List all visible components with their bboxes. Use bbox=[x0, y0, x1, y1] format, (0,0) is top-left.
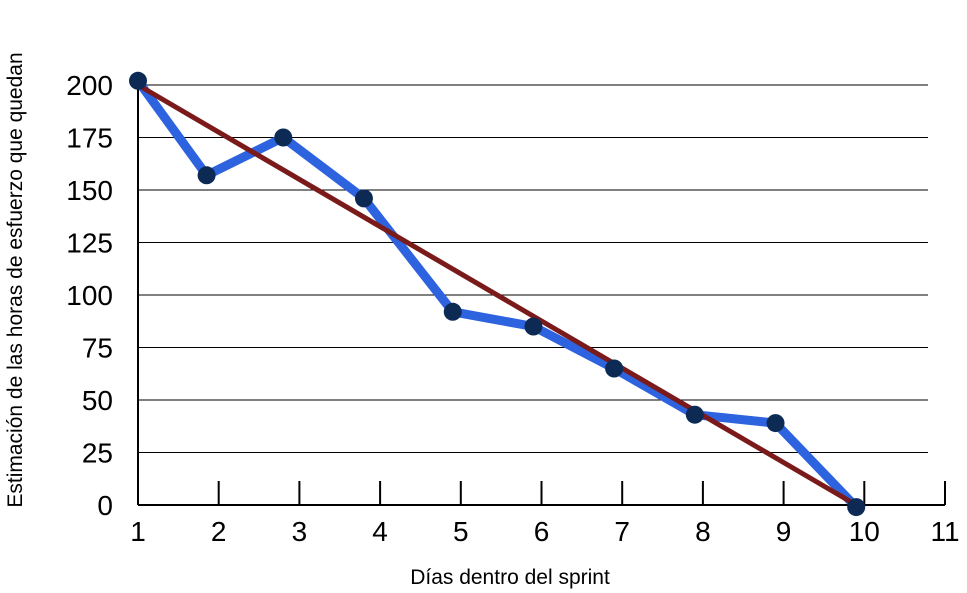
y-axis-ticks: 0 25 50 75 100 125 150 175 200 bbox=[66, 70, 113, 521]
y-tick-label-25: 25 bbox=[82, 438, 113, 469]
axes bbox=[137, 77, 945, 506]
series-0-point-7 bbox=[685, 405, 704, 424]
x-tick-label-10: 10 bbox=[849, 516, 880, 547]
gridlines bbox=[138, 84, 928, 453]
y-tick-label-50: 50 bbox=[82, 385, 113, 416]
x-tick-label-11: 11 bbox=[930, 516, 959, 547]
x-tick-label-3: 3 bbox=[292, 516, 308, 547]
series-0-point-3 bbox=[354, 189, 373, 208]
y-tick-label-75: 75 bbox=[82, 333, 113, 364]
y-axis-title: Estimación de las horas de esfuerzo que … bbox=[4, 52, 27, 507]
x-tick-label-2: 2 bbox=[211, 516, 227, 547]
y-tick-label-0: 0 bbox=[97, 490, 113, 521]
y-tick-label-150: 150 bbox=[66, 175, 113, 206]
y-tick-label-125: 125 bbox=[66, 228, 113, 259]
series-0-point-5 bbox=[524, 317, 543, 336]
series-0-point-4 bbox=[443, 302, 462, 321]
x-tick-label-6: 6 bbox=[534, 516, 550, 547]
x-tick-label-8: 8 bbox=[695, 516, 711, 547]
x-tick-label-7: 7 bbox=[614, 516, 630, 547]
series-0-point-1 bbox=[197, 166, 216, 185]
series-0-point-0 bbox=[129, 71, 147, 90]
y-tick-label-100: 100 bbox=[66, 280, 113, 311]
series-0-point-9 bbox=[847, 498, 866, 517]
y-tick-label-200: 200 bbox=[66, 70, 113, 101]
y-tick-label-175: 175 bbox=[66, 123, 113, 154]
series-1-line bbox=[135, 82, 859, 508]
series-0-line bbox=[133, 76, 861, 512]
series-0-point-2 bbox=[274, 128, 293, 147]
x-axis-title: Días dentro del sprint bbox=[410, 566, 610, 589]
series-0-point-6 bbox=[605, 359, 624, 378]
x-axis-ticks: 1 2 3 4 5 6 7 8 9 10 11 bbox=[130, 481, 960, 547]
x-tick-label-9: 9 bbox=[776, 516, 792, 547]
series-0-point-8 bbox=[766, 414, 785, 433]
x-tick-label-1: 1 bbox=[130, 516, 146, 547]
series-layer bbox=[129, 71, 866, 517]
x-tick-label-4: 4 bbox=[372, 516, 388, 547]
x-tick-label-5: 5 bbox=[453, 516, 469, 547]
